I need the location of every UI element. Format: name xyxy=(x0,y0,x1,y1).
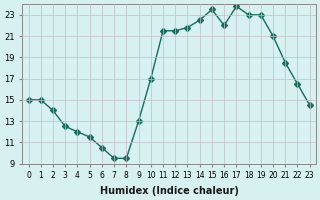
X-axis label: Humidex (Indice chaleur): Humidex (Indice chaleur) xyxy=(100,186,239,196)
